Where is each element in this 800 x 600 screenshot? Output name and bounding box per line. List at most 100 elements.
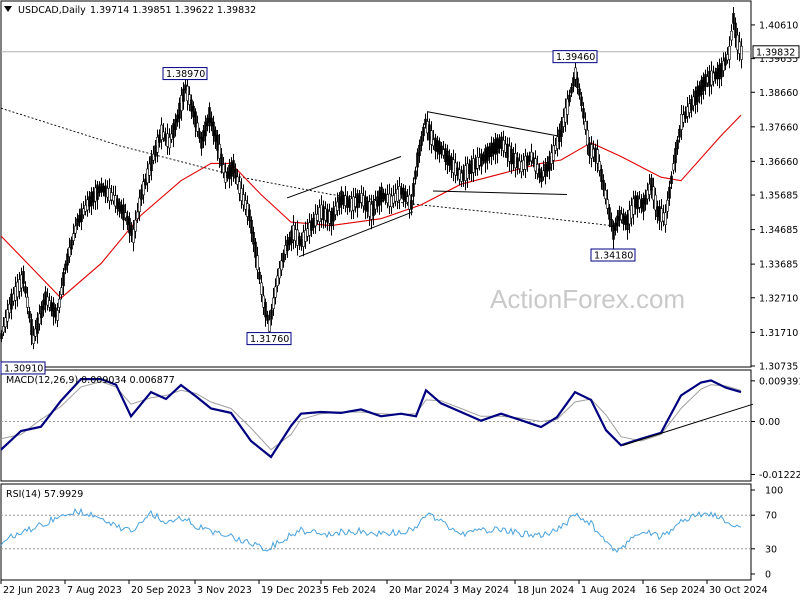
candle-body	[270, 309, 273, 320]
candle-body	[8, 303, 11, 314]
candle-body	[600, 169, 603, 182]
candle-body	[24, 286, 27, 294]
price-annotation: 1.34180	[590, 248, 636, 262]
rsi-tick-label: 70	[765, 511, 777, 522]
candle-body	[740, 45, 743, 60]
candle-body	[412, 183, 415, 197]
candle-body	[556, 136, 559, 149]
annotation-label: 1.34180	[594, 251, 633, 262]
candle-body	[578, 88, 581, 96]
candle-body	[168, 137, 171, 149]
candle-body	[138, 197, 141, 213]
candle-body	[254, 241, 257, 258]
price-tick-label: 1.32710	[759, 293, 798, 304]
candle-body	[184, 84, 187, 91]
candle-body	[2, 326, 5, 333]
candle-body	[676, 139, 679, 150]
candle-body	[100, 183, 103, 192]
candle-body	[38, 313, 41, 325]
candle-body	[84, 204, 87, 212]
price-tick-label: 1.30735	[759, 362, 798, 373]
candle-body	[214, 129, 217, 142]
candle-body	[86, 199, 89, 211]
candle-body	[132, 229, 135, 243]
candle-body	[134, 219, 137, 232]
candle-body	[236, 176, 239, 185]
candle-body	[116, 198, 119, 210]
candle-body	[238, 181, 241, 194]
candle-body	[540, 172, 543, 182]
candle-body	[156, 136, 159, 153]
candle-body	[282, 252, 285, 263]
candle-body	[120, 205, 123, 214]
candle-body	[222, 164, 225, 173]
candle-body	[60, 287, 63, 295]
candle-body	[130, 225, 133, 236]
candle-body	[88, 196, 91, 207]
annotation-box	[0, 361, 46, 375]
candle-body	[552, 145, 555, 161]
candle-body	[586, 129, 589, 146]
candle-body	[728, 46, 731, 60]
macd-tick-label: 0.009391	[759, 376, 800, 387]
candle-body	[576, 77, 579, 89]
candle-body	[244, 200, 247, 210]
candle-body	[194, 111, 197, 128]
candle-body	[104, 185, 107, 197]
candle-body	[26, 296, 29, 308]
candle-body	[226, 171, 229, 178]
date-tick-label: 18 Jun 2024	[517, 585, 574, 596]
candle-body	[216, 134, 219, 151]
candle-body	[56, 310, 59, 321]
candle-body	[574, 67, 577, 80]
candle-body	[280, 260, 283, 271]
candle-body	[160, 124, 163, 140]
date-tick-label: 16 Sep 2024	[645, 585, 705, 596]
candle-body	[596, 149, 599, 164]
candle-body	[180, 95, 183, 111]
candle-body	[182, 88, 185, 102]
candle-body	[724, 57, 727, 66]
candle-body	[40, 305, 43, 318]
rsi-tick-label: 30	[765, 544, 777, 555]
candle-body	[260, 282, 263, 295]
candle-body	[94, 187, 97, 202]
price-annotation: 1.31760	[246, 332, 292, 346]
candle-body	[6, 309, 9, 322]
candle-body	[730, 30, 733, 41]
candle-body	[200, 136, 203, 149]
candle-body	[678, 128, 681, 138]
candle-body	[266, 314, 269, 321]
candle-body	[650, 177, 653, 191]
candle-body	[172, 123, 175, 138]
candle-body	[70, 239, 73, 250]
rsi-title: RSI(14) 57.9929	[6, 489, 83, 500]
rsi-line	[0, 507, 742, 554]
price-tick-label: 1.33685	[759, 260, 798, 271]
annotation-label: 1.39460	[556, 52, 595, 63]
date-tick-label: 20 Mar 2024	[389, 585, 449, 596]
candle-body	[152, 153, 155, 161]
candle-body	[110, 192, 113, 201]
candle-body	[560, 120, 563, 137]
candle-body	[242, 194, 245, 206]
chart-symbol-title: USDCAD,Daily	[18, 5, 86, 16]
price-tick-label: 1.31710	[759, 328, 798, 339]
current-price-label: 1.39832	[756, 47, 795, 58]
candle-body	[124, 212, 127, 219]
candle-body	[604, 189, 607, 200]
candle-body	[102, 186, 105, 193]
candle-body	[264, 301, 267, 318]
candle-body	[608, 207, 611, 220]
candle-body	[142, 181, 145, 196]
candle-body	[0, 333, 3, 340]
candle-body	[570, 86, 573, 94]
candle-body	[42, 299, 45, 311]
price-trendline	[432, 190, 568, 196]
candle-body	[154, 145, 157, 157]
candle-body	[72, 233, 75, 241]
macd-title: MACD(12,26,9) 0.009034 0.006877	[6, 375, 175, 386]
candle-body	[202, 130, 205, 142]
candle-body	[232, 160, 235, 174]
candle-body	[416, 152, 419, 168]
